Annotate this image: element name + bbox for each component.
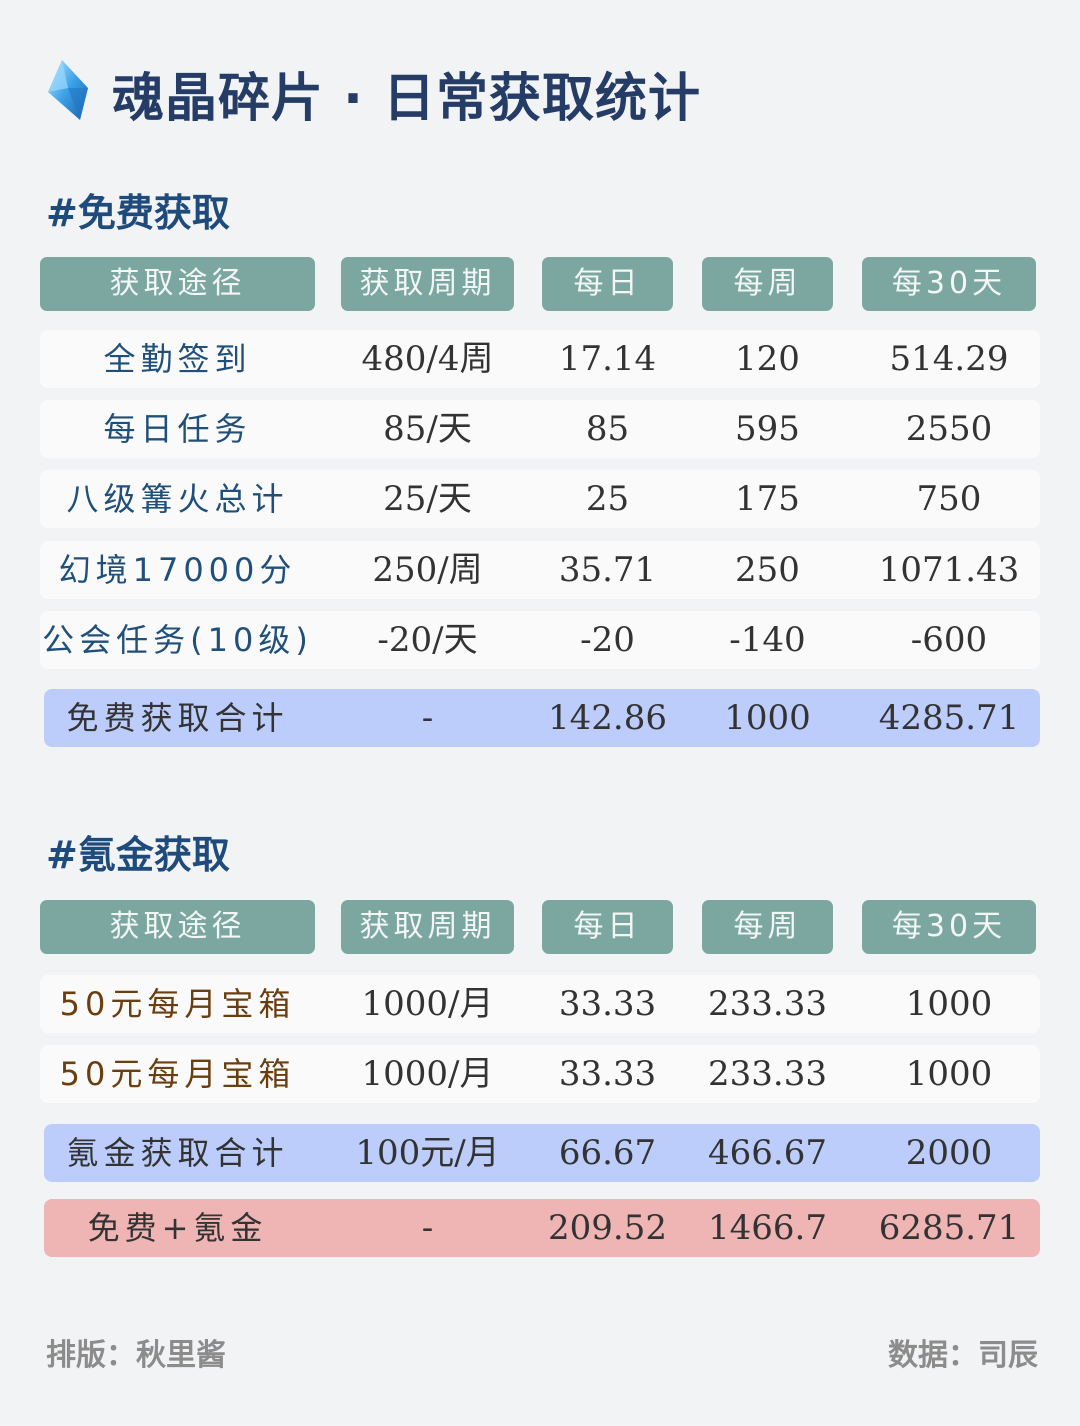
daily-cell: -20	[580, 620, 635, 660]
monthly-cell: 750	[916, 479, 982, 519]
weekly-cell: 595	[735, 409, 800, 449]
daily-cell: 209.52	[548, 1208, 667, 1248]
weekly-cell: 1466.7	[708, 1208, 827, 1248]
source-cell: 氪金获取合计	[66, 1134, 289, 1172]
source-cell: 50元每月宝箱	[59, 985, 296, 1023]
column-header: 获取途径	[40, 257, 315, 311]
monthly-cell: 2550	[905, 409, 993, 449]
period-cell: 100元/月	[355, 1133, 500, 1173]
source-cell: 免费+氪金	[87, 1209, 268, 1247]
column-header: 获取途径	[40, 900, 315, 954]
subtotal-row: 氪金获取合计 100元/月 66.67 466.67 2000	[44, 1124, 1040, 1182]
table-row: 每日任务 85/天 85 595 2550	[40, 400, 1040, 458]
daily-cell: 85	[585, 409, 630, 449]
column-header: 每日	[542, 900, 673, 954]
period-cell: 250/周	[372, 550, 483, 590]
crystal-shard-icon	[48, 60, 88, 120]
weekly-cell: 233.33	[708, 1054, 827, 1094]
column-header: 获取周期	[341, 257, 514, 311]
daily-cell: 33.33	[558, 1054, 657, 1094]
period-cell: 480/4周	[361, 339, 494, 379]
monthly-cell: -600	[910, 620, 988, 660]
page-title: 魂晶碎片 · 日常获取统计	[112, 69, 701, 129]
monthly-cell: 4285.71	[878, 698, 1020, 738]
column-header: 每周	[702, 900, 833, 954]
data-credit: 数据：司辰	[888, 1338, 1038, 1373]
daily-cell: 66.67	[558, 1133, 657, 1173]
paid-section-heading: #氪金获取	[46, 833, 230, 877]
layout-credit: 排版：秋里酱	[46, 1338, 226, 1373]
table-row: 50元每月宝箱 1000/月 33.33 233.33 1000	[40, 1045, 1040, 1103]
weekly-cell: 1000	[724, 698, 811, 738]
daily-cell: 35.71	[558, 550, 657, 590]
table-row: 50元每月宝箱 1000/月 33.33 233.33 1000	[40, 975, 1040, 1033]
column-header: 每日	[542, 257, 673, 311]
daily-cell: 33.33	[558, 984, 657, 1024]
source-cell: 全勤签到	[103, 340, 252, 378]
source-cell: 50元每月宝箱	[59, 1055, 296, 1093]
source-cell: 每日任务	[103, 410, 252, 448]
column-header: 每周	[702, 257, 833, 311]
weekly-cell: 233.33	[708, 984, 827, 1024]
monthly-cell: 1071.43	[878, 550, 1020, 590]
column-header: 每30天	[862, 257, 1036, 311]
weekly-cell: 175	[735, 479, 800, 519]
monthly-cell: 514.29	[889, 339, 1009, 379]
daily-cell: 17.14	[558, 339, 657, 379]
column-header: 获取周期	[341, 900, 514, 954]
monthly-cell: 1000	[905, 984, 993, 1024]
daily-cell: 25	[585, 479, 630, 519]
source-cell: 公会任务(10级)	[42, 621, 313, 659]
table-row: 八级篝火总计 25/天 25 175 750	[40, 470, 1040, 528]
period-cell: -	[421, 1208, 434, 1248]
period-cell: 1000/月	[361, 984, 494, 1024]
period-cell: -20/天	[377, 620, 478, 660]
subtotal-row: 免费获取合计 - 142.86 1000 4285.71	[44, 689, 1040, 747]
period-cell: 85/天	[383, 409, 472, 449]
period-cell: -	[421, 698, 434, 738]
table-row: 公会任务(10级) -20/天 -20 -140 -600	[40, 611, 1040, 669]
weekly-cell: 466.67	[708, 1133, 827, 1173]
free-section-heading: #免费获取	[46, 191, 230, 235]
monthly-cell: 6285.71	[878, 1208, 1020, 1248]
table-row: 全勤签到 480/4周 17.14 120 514.29	[40, 330, 1040, 388]
monthly-cell: 2000	[905, 1133, 993, 1173]
period-cell: 25/天	[383, 479, 472, 519]
source-cell: 免费获取合计	[66, 699, 289, 737]
monthly-cell: 1000	[905, 1054, 993, 1094]
daily-cell: 142.86	[548, 698, 667, 738]
grand-total-row: 免费+氪金 - 209.52 1466.7 6285.71	[44, 1199, 1040, 1257]
weekly-cell: -140	[729, 620, 806, 660]
table-row: 幻境17000分 250/周 35.71 250 1071.43	[40, 541, 1040, 599]
source-cell: 幻境17000分	[58, 551, 297, 589]
source-cell: 八级篝火总计	[66, 480, 289, 518]
column-header: 每30天	[862, 900, 1036, 954]
weekly-cell: 120	[735, 339, 800, 379]
period-cell: 1000/月	[361, 1054, 494, 1094]
weekly-cell: 250	[735, 550, 800, 590]
